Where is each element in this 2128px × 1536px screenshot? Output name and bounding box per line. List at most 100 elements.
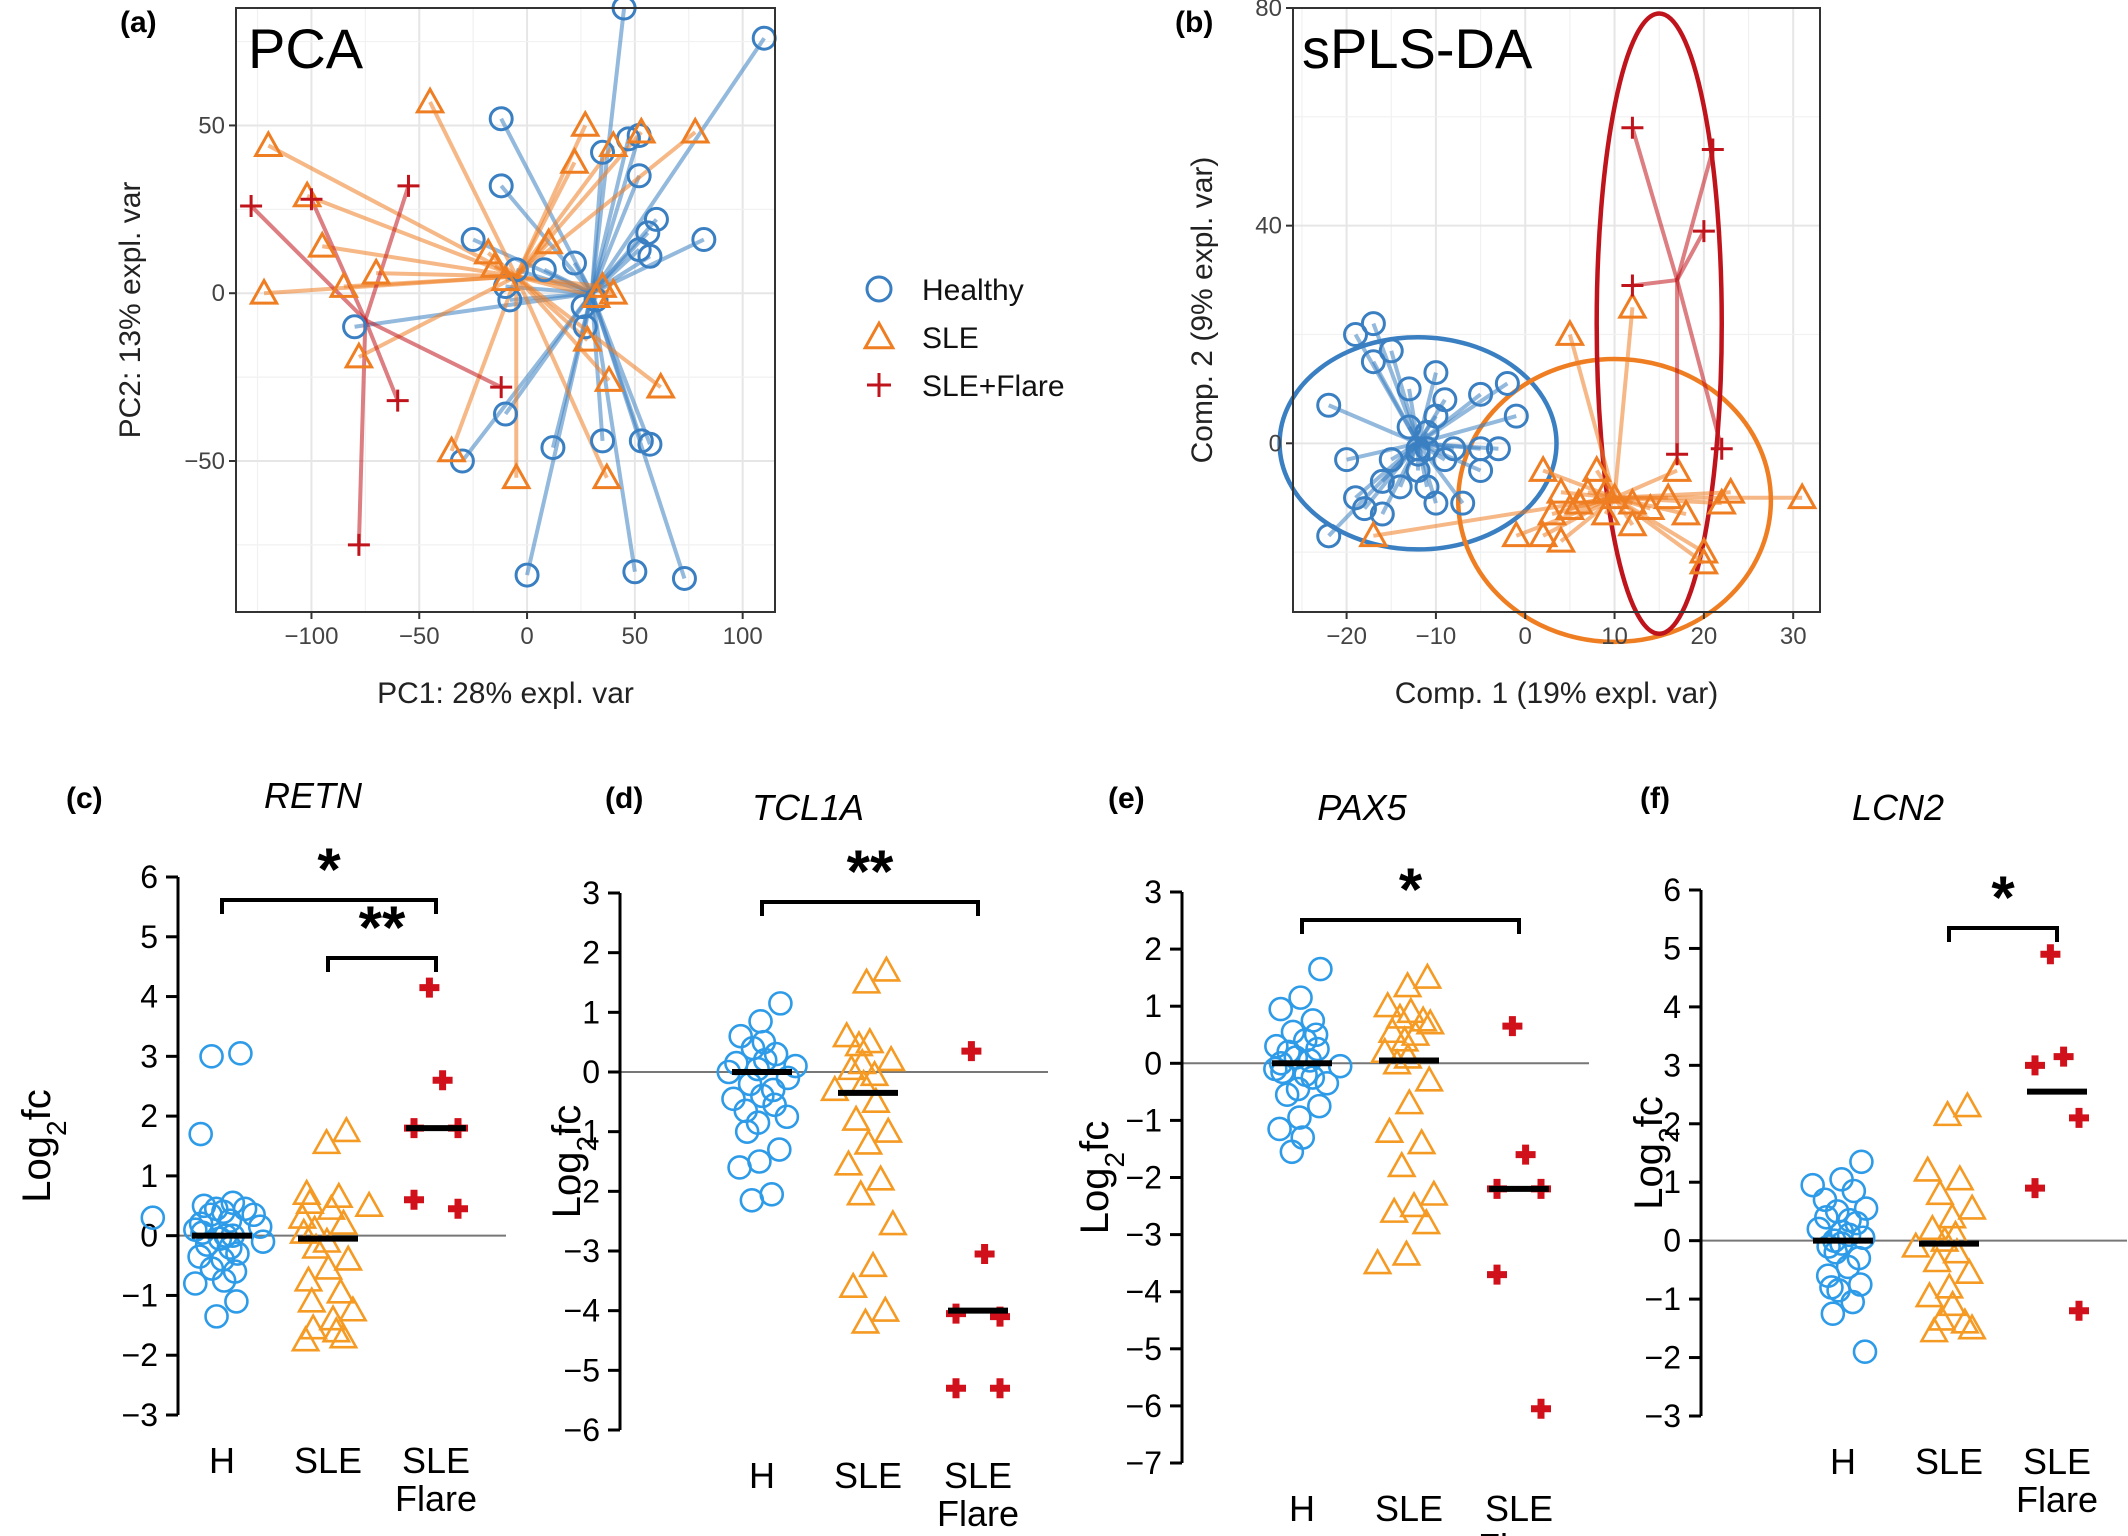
y-tick-label: −6 [1126, 1388, 1162, 1424]
y-tick-label: 0 [1144, 1045, 1162, 1081]
y-tick-label: −50 [184, 448, 225, 475]
y-tick-label: −3 [1645, 1398, 1681, 1434]
point-healthy [774, 1104, 800, 1130]
point-healthy [1369, 468, 1395, 494]
point-healthy [691, 227, 717, 253]
point-sle [859, 1059, 890, 1087]
point-sle [1957, 1313, 1987, 1340]
point-flare [2025, 1178, 2045, 1199]
point-healthy [561, 250, 587, 276]
point-sle [833, 1149, 864, 1176]
point-sle [1652, 482, 1684, 510]
centroid-line [1390, 441, 1420, 462]
category-label: H [209, 1440, 235, 1481]
x-tick-label: 0 [520, 623, 533, 650]
point-flare [2069, 1300, 2089, 1321]
y-tick-label: −1 [564, 1114, 600, 1150]
point-flare [419, 977, 440, 998]
point-healthy [140, 1205, 166, 1231]
point-healthy [739, 1187, 765, 1213]
point-sle [291, 1178, 322, 1205]
point-sle [354, 1190, 384, 1217]
point-healthy [1829, 1167, 1854, 1192]
point-healthy [1468, 458, 1494, 484]
gene-title: RETN [264, 775, 363, 816]
point-healthy [1852, 1339, 1878, 1365]
point-healthy [1290, 1125, 1316, 1150]
point-healthy [1423, 360, 1449, 386]
point-healthy [1826, 1278, 1851, 1303]
point-sle [1929, 1225, 1960, 1252]
centroid-line [1675, 279, 1724, 450]
point-flare [347, 533, 370, 556]
point-sle [323, 1181, 354, 1208]
legend: Healthy SLE SLE+Flare [862, 274, 1065, 403]
y-tick-label: −2 [122, 1337, 158, 1373]
point-flare [2053, 1046, 2074, 1067]
y-tick-label: 1 [140, 1158, 158, 1194]
y-tick-label: −1 [122, 1277, 158, 1313]
point-sle [838, 1271, 869, 1298]
category-label-line: SLE [1485, 1488, 1553, 1529]
point-sle [1917, 1213, 1948, 1241]
significance-bracket [1300, 918, 1521, 934]
point-flare [300, 188, 323, 211]
point-sle [1581, 454, 1612, 482]
y-axis-title-subscript: 2 [571, 1136, 602, 1152]
point-sle [1527, 454, 1559, 482]
point-sle [333, 1244, 364, 1271]
point-sle [598, 129, 629, 157]
point-healthy [1316, 523, 1342, 549]
y-tick-label: −5 [564, 1352, 600, 1388]
x-tick-label: 0 [1519, 623, 1532, 650]
points-flare [1621, 116, 1733, 466]
y-tick-label: 2 [1144, 931, 1162, 967]
point-sle [645, 371, 676, 399]
y-axis-title-part: fc [1073, 1121, 1117, 1152]
panel-label: (d) [605, 782, 643, 815]
ellipse-healthy [1277, 334, 1559, 552]
point-sle [1545, 476, 1577, 504]
point-healthy [493, 401, 518, 427]
point-healthy [1314, 1070, 1340, 1096]
point-sle [836, 1053, 867, 1081]
point-healthy [572, 314, 598, 340]
category-label: SLE [834, 1455, 902, 1496]
x-tick-label: −100 [284, 623, 338, 650]
y-tick-label: −3 [564, 1233, 600, 1269]
point-sle [1670, 498, 1702, 526]
point-sle [1786, 482, 1818, 510]
point-sle [878, 1208, 908, 1236]
point-sle [1942, 1237, 1972, 1264]
centroid-line [589, 175, 642, 294]
point-sle [1957, 1193, 1987, 1220]
point-sle [873, 1116, 904, 1143]
legend-item-sle: SLE [862, 320, 979, 355]
y-tick-label: −1 [1126, 1102, 1162, 1138]
circle-marker-icon [865, 275, 893, 303]
point-sle [819, 1074, 850, 1102]
point-healthy [1308, 956, 1333, 982]
y-axis-title: Log2fc [1073, 1121, 1130, 1234]
point-sle [626, 116, 657, 144]
point-healthy [637, 431, 663, 457]
category-label-line: Flare [937, 1493, 1019, 1534]
centroid-line [1630, 127, 1680, 281]
point-sle [850, 1307, 881, 1334]
point-sle [1358, 520, 1389, 548]
point-healthy [1378, 338, 1404, 364]
points-sle [1358, 291, 1818, 575]
point-healthy [750, 1083, 775, 1109]
point-sle [1572, 476, 1603, 504]
y-tick-label: −7 [1126, 1445, 1162, 1481]
x-axis-title: PC1: 28% expl. var [377, 677, 634, 710]
point-flare [1621, 274, 1644, 297]
point-sle [291, 180, 323, 208]
gene-title: TCL1A [752, 787, 864, 828]
point-healthy [1816, 1234, 1841, 1259]
point-healthy [1841, 1178, 1867, 1204]
point-flare [1502, 1016, 1523, 1037]
point-sle [1952, 1090, 1983, 1118]
